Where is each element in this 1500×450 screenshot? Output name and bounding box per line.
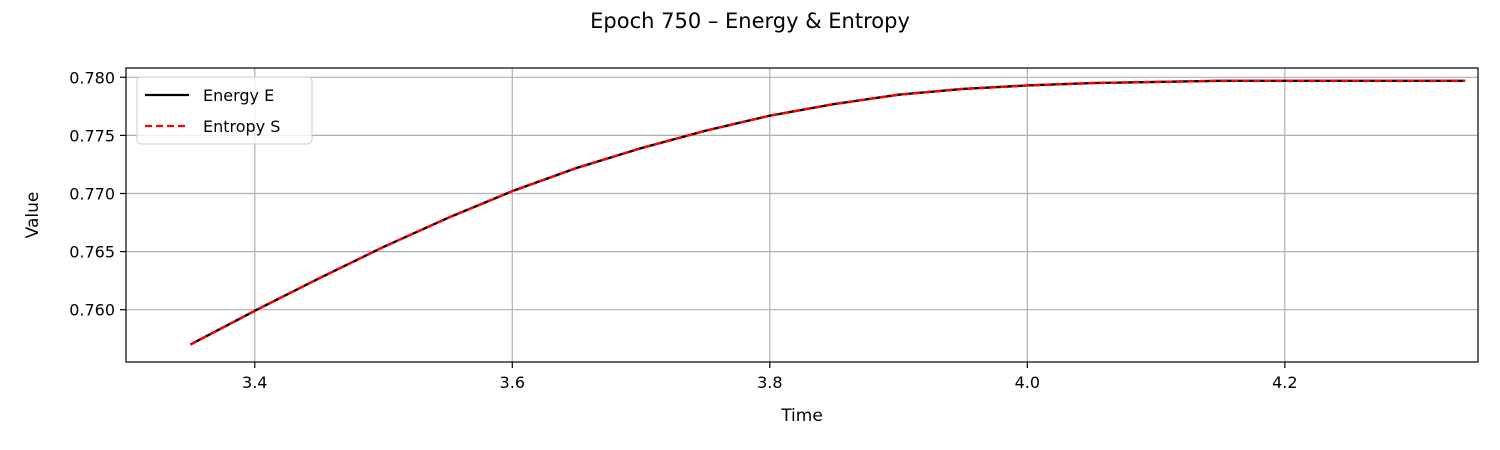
y-tick-label: 0.765 — [69, 243, 115, 262]
series-lines — [189, 79, 1466, 346]
x-tick-label: 4.0 — [1015, 373, 1040, 392]
legend-box — [136, 76, 313, 145]
chart-title: Epoch 750 – Energy & Entropy — [590, 9, 910, 33]
y-axis: 0.760 0.765 0.770 0.775 0.780 — [69, 68, 126, 320]
plot-area — [126, 68, 1478, 362]
y-tick-label: 0.770 — [69, 185, 115, 204]
legend-label-energy: Energy E — [203, 86, 274, 105]
x-axis-label: Time — [780, 406, 823, 426]
x-tick-label: 3.8 — [757, 373, 782, 392]
x-tick-label: 3.6 — [500, 373, 525, 392]
legend: Energy E Entropy S — [136, 76, 313, 145]
x-tick-label: 3.4 — [242, 373, 267, 392]
plot-frame — [125, 67, 1479, 363]
legend-label-entropy: Entropy S — [203, 117, 280, 136]
y-axis-label: Value — [23, 192, 43, 239]
x-axis: 3.4 3.6 3.8 4.0 4.2 — [242, 362, 1298, 392]
x-tick-label: 4.2 — [1272, 373, 1297, 392]
y-tick-label: 0.775 — [69, 126, 115, 145]
y-tick-label: 0.760 — [69, 301, 115, 320]
energy-line — [189, 79, 1466, 346]
y-tick-label: 0.780 — [69, 68, 115, 87]
grid-lines — [126, 68, 1478, 362]
